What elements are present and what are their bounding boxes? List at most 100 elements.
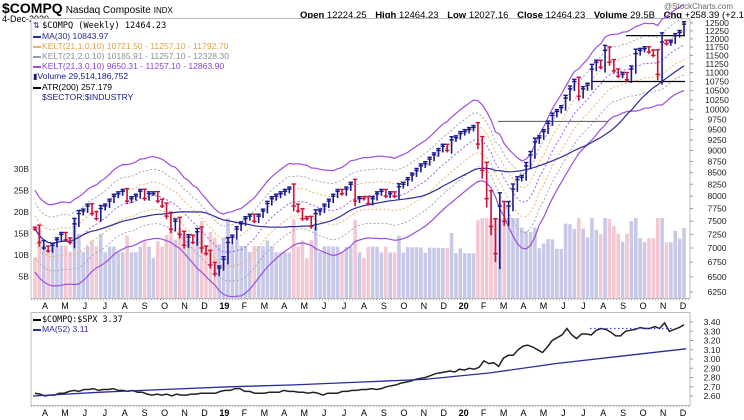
x-tick-label: A [281, 408, 287, 418]
ratio-axis: 2.602.702.802.903.003.103.203.303.40 [690, 317, 721, 401]
volume-bar [581, 228, 585, 298]
volume-tick-label: 10B [14, 250, 30, 260]
price-tick-label: 11250 [705, 59, 728, 69]
price-tick-label: 6500 [707, 272, 726, 282]
volume-bar [41, 245, 46, 298]
legend-ratio-ma: MA(52) 3.11 [33, 324, 123, 334]
ratio-tick-label: 2.80 [704, 373, 721, 383]
x-tick-label: M [261, 408, 269, 418]
volume-tick-label: 25B [14, 186, 30, 196]
volume-bar [524, 231, 528, 298]
x-tick-label: M [500, 408, 508, 418]
x-tick-label: A [42, 408, 48, 418]
x-tick-label: N [421, 301, 428, 311]
volume-bar [405, 247, 410, 298]
volume-bar [327, 246, 331, 298]
volume-bar [414, 247, 419, 298]
volume-bar [147, 246, 151, 298]
price-tick-label: 12000 [705, 34, 729, 44]
x-tick-label: J [581, 301, 586, 311]
volume-bar [335, 246, 340, 298]
open-label: Open [300, 10, 325, 21]
ratio-tick-label: 2.70 [704, 382, 721, 392]
x-tick-label: M [300, 408, 308, 418]
price-tick-label: 7250 [707, 229, 726, 239]
volume-icon: ▮ [33, 72, 38, 81]
x-axis-main: A M J J A S O N D 19 F M A M J J A S O N D 20 F M A M J J A S O N D [31, 299, 690, 311]
low-label: Low [447, 10, 467, 21]
x-tick-label: 19 [219, 408, 229, 418]
volume-bar [46, 251, 50, 298]
atr-swatch [33, 86, 41, 89]
close-value: 12464.23 [545, 10, 586, 21]
volume-bar [37, 227, 42, 298]
x-tick-label: J [581, 408, 586, 418]
volume-bar [660, 218, 664, 298]
volume-bar [677, 238, 682, 298]
x-tick-label: J [103, 408, 108, 418]
volume-bar [287, 252, 292, 298]
volume-tick-label: 15B [14, 229, 30, 239]
legend-ma: MA(30) 10843.97 [33, 31, 229, 41]
low-value: 12027.16 [468, 10, 509, 21]
x-tick-label: N [421, 408, 428, 418]
price-tick-label: 9000 [707, 145, 726, 155]
volume-bar [647, 238, 651, 298]
ma-swatch [33, 35, 41, 38]
x-tick-label: S [620, 408, 626, 418]
price-tick-label: 6750 [707, 257, 726, 267]
keltner-bands [34, 3, 685, 298]
volume-bar [638, 238, 642, 298]
volume-bar [598, 234, 603, 298]
x-tick-label: F [242, 301, 248, 311]
chg-label: Chg [663, 10, 683, 21]
volume-bar [173, 239, 178, 298]
x-tick-label: N [181, 408, 188, 418]
x-tick-label: D [201, 301, 208, 311]
x-tick-label: A [520, 301, 526, 311]
volume-bar [384, 246, 388, 298]
volume-bar [112, 246, 116, 298]
legend-sector: $SECTOR:$INDUSTRY [42, 92, 134, 102]
volume-bar [125, 235, 129, 298]
volume-bar [511, 218, 515, 298]
x-tick-label: 20 [459, 408, 469, 418]
price-tick-label: 10750 [705, 77, 729, 87]
x-tick-label: F [481, 301, 487, 311]
kelt3-swatch [33, 65, 41, 68]
volume-bar [63, 245, 68, 298]
ratio-tick-label: 3.00 [704, 354, 721, 364]
volume-bar [186, 238, 191, 298]
price-tick-label: 11750 [705, 42, 728, 52]
volume-bar [607, 218, 612, 298]
open-value: 12224.25 [326, 10, 367, 21]
volume-bar [68, 251, 72, 298]
volume-bar [441, 248, 445, 298]
kelt2-swatch [33, 55, 41, 58]
ratio-tick-label: 3.20 [704, 336, 721, 346]
volume-bar [169, 228, 173, 298]
volume-bar [331, 246, 335, 298]
x-tick-label: D [680, 408, 687, 418]
keltner-3-upper [34, 3, 685, 215]
volume-bar [423, 252, 428, 298]
x-tick-label: J [561, 408, 566, 418]
volume-bar [81, 252, 86, 298]
volume-bar [151, 258, 156, 298]
volume-bar [283, 252, 287, 298]
x-tick-label: M [61, 408, 69, 418]
price-tick-label: 7750 [707, 204, 726, 214]
volume-bar [375, 246, 379, 298]
x-tick-label: J [561, 301, 566, 311]
x-tick-label: S [620, 301, 626, 311]
volume-bar [467, 253, 471, 298]
volume-bar [515, 218, 520, 298]
volume-bar [620, 241, 625, 298]
volume-bar [278, 252, 283, 298]
stockcharts-watermark: @StockCharts.com [664, 2, 734, 11]
legend-kelt1: KELT(21,1.0,10) 10721.50 - 11257.10 - 11… [33, 41, 229, 51]
price-tick-label: 7000 [707, 243, 726, 253]
volume-tick-label: 5B [18, 272, 29, 282]
price-tick-label: 8250 [707, 179, 726, 189]
